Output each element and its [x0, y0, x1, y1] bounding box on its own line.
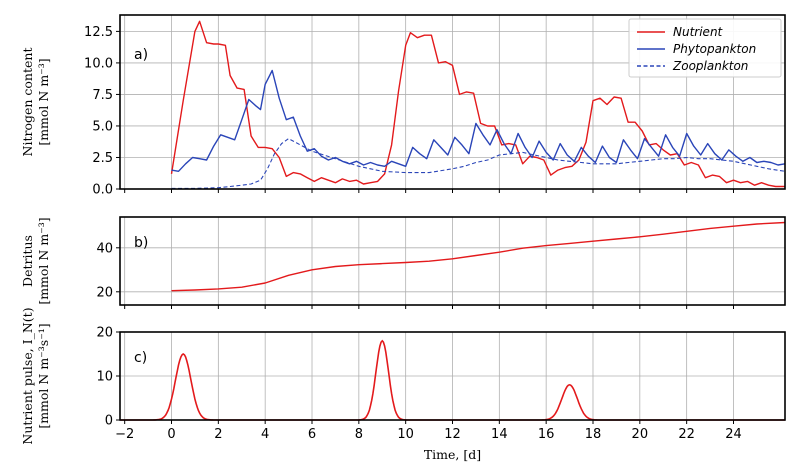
y-tick-label: 5.0	[92, 119, 113, 134]
y-axis-label-line2: [mmol N m⁻³]	[36, 217, 51, 304]
x-tick-label: 6	[308, 427, 316, 442]
legend: Nutrient Phytopankton Zooplankton	[628, 18, 782, 78]
legend-box	[628, 18, 782, 78]
x-tick-label: 8	[355, 427, 363, 442]
x-tick-label: 20	[632, 427, 649, 442]
x-tick-label: 2	[214, 427, 222, 442]
y-tick-label: 40	[96, 241, 113, 256]
y-axis-label-line1: Nutrient pulse, I_N(t)	[20, 307, 35, 444]
y-axis-label: Detritus [mmol N m⁻³]	[20, 217, 51, 304]
x-tick-label: 4	[261, 427, 269, 442]
legend-entry: Zooplankton	[672, 59, 748, 73]
frame-layer	[116, 14, 786, 424]
y-axis-label-line2: [mmol N m⁻³s⁻¹]	[36, 323, 51, 428]
y-axis-label-line1: Nitrogen content	[20, 48, 35, 157]
y-tick-label: 20	[96, 285, 113, 300]
y-tick-label: 10.0	[84, 56, 113, 71]
x-tick-label: 16	[538, 427, 555, 442]
x-tick-label: 12	[444, 427, 461, 442]
x-tick-label: 22	[678, 427, 695, 442]
y-tick-label: 7.5	[92, 88, 113, 103]
y-axis-label: Nutrient pulse, I_N(t) [mmol N m⁻³s⁻¹]	[20, 307, 51, 444]
x-tick-label: 10	[397, 427, 414, 442]
panel-label: b)	[134, 235, 148, 251]
y-tick-label: 0.0	[92, 183, 113, 198]
x-tick-label: −2	[115, 427, 134, 442]
legend-entry: Phytopankton	[673, 42, 756, 56]
y-tick-label: 10	[96, 370, 113, 385]
y-axis-label-line1: Detritus	[20, 235, 35, 287]
x-axis-label: Time, [d]	[424, 447, 481, 462]
legend-entry: Nutrient	[673, 25, 724, 39]
series-line-nutrient	[170, 20, 785, 188]
y-tick-label: 12.5	[84, 25, 113, 40]
series-line-phytopankton	[171, 69, 786, 173]
x-tick-label: 24	[725, 427, 742, 442]
y-tick-label: 20	[96, 326, 113, 341]
x-tick-label: 0	[167, 427, 175, 442]
label-layer: 0.02.55.07.510.012.5a)Nitrogen content [m…	[20, 25, 742, 462]
series-line-detritus	[171, 221, 786, 292]
y-tick-label: 0	[105, 414, 113, 429]
y-tick-label: 2.5	[92, 151, 113, 166]
x-tick-label: 18	[585, 427, 602, 442]
panel-label: c)	[134, 350, 147, 366]
panel-label: a)	[134, 47, 148, 63]
y-axis-label-line2: [mmol N m⁻³]	[36, 58, 51, 145]
x-tick-label: 14	[491, 427, 508, 442]
series-line-zooplankton	[171, 138, 786, 189]
y-axis-label: Nitrogen content [mmol N m⁻³]	[20, 48, 51, 157]
